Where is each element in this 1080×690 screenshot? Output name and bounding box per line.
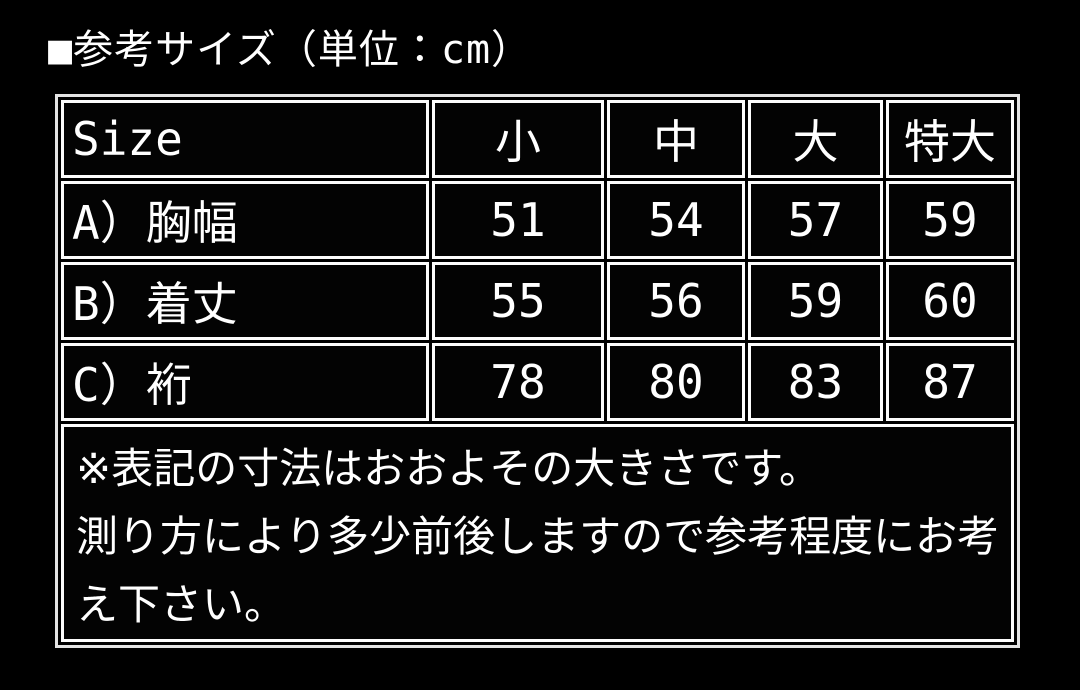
cell-sleeve-xlarge: 87 <box>886 343 1014 421</box>
column-header-small: 小 <box>432 100 604 178</box>
cell-length-large: 59 <box>748 262 883 340</box>
cell-sleeve-large: 83 <box>748 343 883 421</box>
page-title: ■参考サイズ（単位：cm） <box>48 27 533 73</box>
cell-chest-xlarge: 59 <box>886 181 1014 259</box>
table-row-body-length: B）着丈 55 56 59 60 <box>61 262 1014 340</box>
size-table: Size 小 中 大 特大 A）胸幅 51 54 57 59 B）着丈 55 5… <box>55 94 1020 648</box>
cell-chest-small: 51 <box>432 181 604 259</box>
note-line-3: え下さい。 <box>76 580 287 629</box>
note-line-1: ※表記の寸法はおおよその大きさです。 <box>76 444 821 493</box>
table-row-sleeve-length: C）裄 78 80 83 87 <box>61 343 1014 421</box>
column-header-xlarge: 特大 <box>886 100 1014 178</box>
column-header-size: Size <box>61 100 429 178</box>
cell-length-small: 55 <box>432 262 604 340</box>
cell-chest-medium: 54 <box>607 181 745 259</box>
row-label-chest-width: A）胸幅 <box>61 181 429 259</box>
cell-sleeve-small: 78 <box>432 343 604 421</box>
row-label-sleeve-length: C）裄 <box>61 343 429 421</box>
cell-chest-large: 57 <box>748 181 883 259</box>
note-cell: ※表記の寸法はおおよその大きさです。 測り方により多少前後しますので参考程度にお… <box>61 424 1014 642</box>
note-row: ※表記の寸法はおおよその大きさです。 測り方により多少前後しますので参考程度にお… <box>61 424 1014 642</box>
table-row-chest-width: A）胸幅 51 54 57 59 <box>61 181 1014 259</box>
cell-sleeve-medium: 80 <box>607 343 745 421</box>
header-row: Size 小 中 大 特大 <box>61 100 1014 178</box>
row-label-body-length: B）着丈 <box>61 262 429 340</box>
cell-length-xlarge: 60 <box>886 262 1014 340</box>
column-header-medium: 中 <box>607 100 745 178</box>
note-line-2: 測り方により多少前後しますので参考程度にお考 <box>76 512 1000 561</box>
cell-length-medium: 56 <box>607 262 745 340</box>
column-header-large: 大 <box>748 100 883 178</box>
